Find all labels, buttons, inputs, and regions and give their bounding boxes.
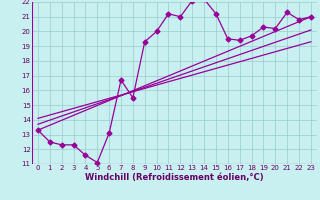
X-axis label: Windchill (Refroidissement éolien,°C): Windchill (Refroidissement éolien,°C) xyxy=(85,173,264,182)
